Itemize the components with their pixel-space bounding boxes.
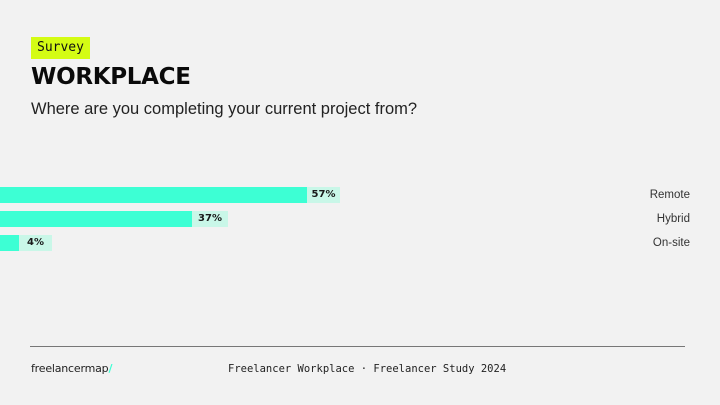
bar-fill-onsite bbox=[0, 235, 19, 251]
bar-value-hybrid: 37% bbox=[192, 211, 228, 227]
logo-text: freelancermap bbox=[31, 362, 109, 375]
page-title: WORKPLACE bbox=[31, 64, 191, 90]
bar-value-onsite: 4% bbox=[19, 235, 52, 251]
bar-fill-hybrid bbox=[0, 211, 192, 227]
category-label-hybrid: Hybrid bbox=[656, 213, 690, 225]
footer-divider bbox=[30, 346, 685, 347]
question-subtitle: Where are you completing your current pr… bbox=[31, 100, 418, 118]
footer-caption: Freelancer Workplace · Freelancer Study … bbox=[228, 363, 507, 375]
category-label-onsite: On-site bbox=[652, 237, 690, 249]
bar-fill-remote bbox=[0, 187, 307, 203]
bar-value-remote: 57% bbox=[307, 187, 340, 203]
survey-badge: Survey bbox=[31, 37, 90, 59]
category-label-remote: Remote bbox=[649, 189, 690, 201]
freelancermap-logo: freelancermap/ bbox=[31, 362, 112, 375]
logo-slash-icon: / bbox=[108, 362, 113, 375]
